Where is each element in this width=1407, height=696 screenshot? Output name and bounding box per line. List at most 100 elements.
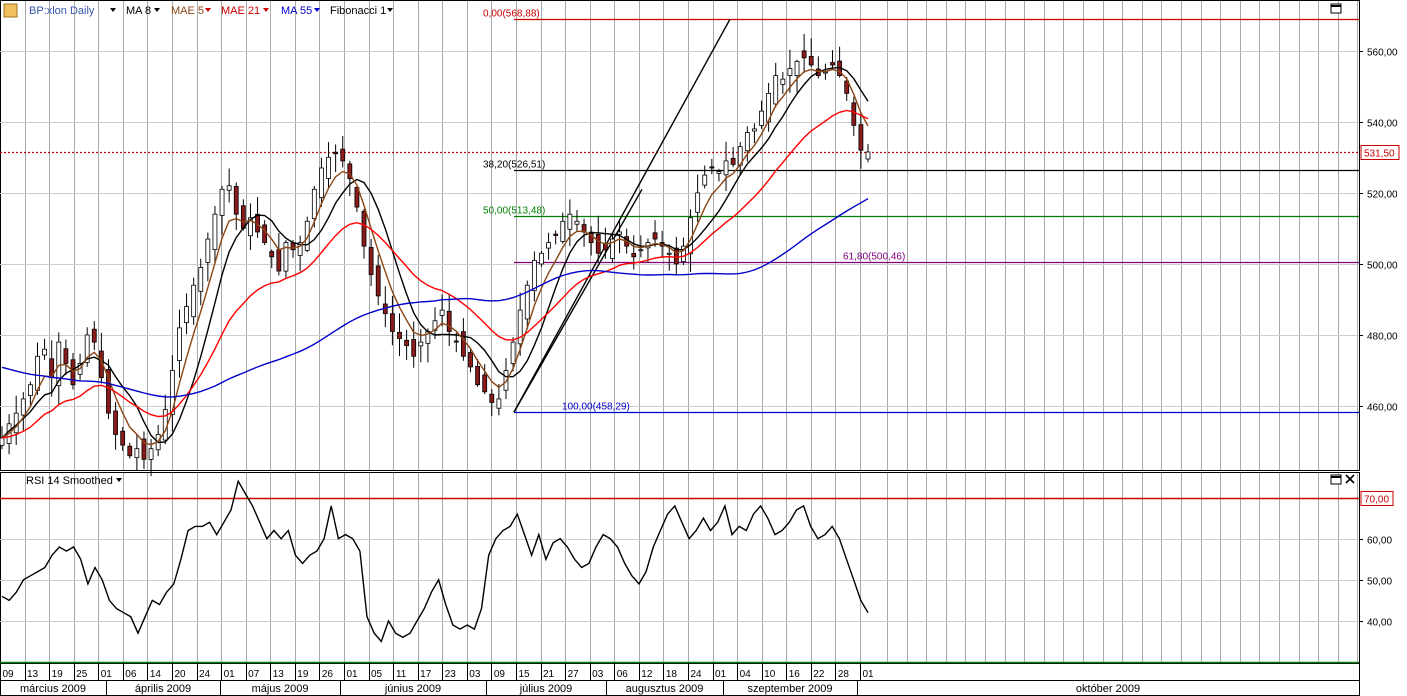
month-label: április 2009 (135, 683, 191, 695)
candle-body (361, 210, 367, 247)
candle-body (20, 398, 26, 416)
fibonacci-trend-line (513, 18, 731, 413)
candle-body (482, 374, 488, 393)
candle-body (418, 341, 424, 347)
month-label: július 2009 (519, 683, 573, 695)
dropdown-arrow-icon[interactable] (205, 8, 211, 12)
day-label: 07 (248, 669, 260, 680)
candle-body (460, 331, 466, 357)
rsi-tick-label: 60,00 (1367, 536, 1392, 547)
candle-body (177, 327, 182, 361)
candle-body (702, 174, 708, 186)
candle-body (446, 310, 452, 332)
price-panel (0, 0, 1360, 471)
price-tick-label: 460,00 (1367, 403, 1398, 414)
day-label: 09 (2, 669, 14, 680)
candle-body (695, 192, 701, 213)
maximize-icon[interactable] (1330, 474, 1342, 485)
day-label: 01 (715, 669, 727, 680)
candle-body (411, 339, 417, 357)
candle-body (468, 352, 473, 368)
candle-body (205, 238, 211, 263)
day-label: 14 (150, 669, 162, 680)
dropdown-arrow-icon[interactable] (387, 8, 393, 12)
fibonacci-level-label: 38,20(526,51) (483, 160, 545, 171)
candle-body (759, 110, 764, 126)
candle-body (716, 171, 722, 174)
day-label: 05 (371, 669, 383, 680)
candle-body (390, 313, 395, 332)
day-label: 24 (690, 669, 702, 680)
candle-body (226, 185, 232, 191)
candle-body (553, 233, 559, 236)
chart-menu-icon[interactable] (3, 3, 18, 18)
candle-body (489, 393, 495, 403)
day-label: 19 (297, 669, 309, 680)
dropdown-arrow-icon[interactable] (314, 8, 320, 12)
fibonacci-level-label: 100,00(458,29) (562, 402, 630, 413)
candle-body (574, 220, 580, 225)
candle-body (397, 331, 402, 339)
candle-body (794, 61, 800, 77)
candle-body (517, 309, 523, 345)
rsi-level-70-label: 70,00 (1364, 495, 1389, 506)
dropdown-arrow-icon[interactable] (263, 8, 269, 12)
dropdown-arrow-icon[interactable] (116, 478, 122, 482)
mae5-label[interactable]: MAE 5 (171, 5, 204, 17)
candle-body (333, 151, 339, 155)
fibonacci-level-label: 50,00(513,48) (483, 206, 545, 217)
trend-support-line (513, 188, 643, 413)
day-label: 17 (420, 669, 432, 680)
price-tick-label: 480,00 (1367, 332, 1398, 343)
fibonacci-level-label: 0,00(568,88) (483, 9, 540, 20)
dropdown-arrow-icon[interactable] (110, 8, 116, 12)
candle-body (219, 188, 225, 216)
day-label: 16 (789, 669, 801, 680)
month-label: október 2009 (1076, 683, 1140, 695)
candle-body (681, 245, 686, 262)
candle-body (851, 102, 857, 126)
day-label: 01 (862, 669, 874, 680)
candle-body (84, 334, 90, 363)
symbol-label[interactable]: BP:xlon Daily (29, 5, 95, 17)
rsi-label[interactable]: RSI 14 Smoothed (26, 475, 113, 487)
candle-body (233, 186, 239, 215)
ma8-label[interactable]: MA 8 (126, 5, 151, 17)
candle-body (311, 188, 317, 220)
candle-body (120, 430, 126, 446)
last-price-label: 531,50 (1364, 149, 1395, 160)
day-label: 06 (125, 669, 137, 680)
mae21-label[interactable]: MAE 21 (221, 5, 260, 17)
dropdown-arrow-icon[interactable] (154, 8, 160, 12)
candle-body (510, 341, 516, 364)
day-label: 24 (199, 669, 211, 680)
candle-body (808, 55, 814, 66)
candle-body (595, 233, 601, 254)
candle-body (666, 252, 672, 255)
candle-body (198, 267, 204, 292)
candle-body (617, 231, 622, 235)
candle-body (375, 265, 381, 297)
fibonacci-label[interactable]: Fibonacci 1 (330, 5, 386, 17)
rsi-tick-label: 40,00 (1367, 618, 1392, 629)
day-label: 26 (322, 669, 334, 680)
candle-body (404, 339, 410, 347)
month-label: szeptember 2009 (748, 683, 833, 695)
candle-body (496, 398, 502, 409)
candle-body (539, 252, 544, 265)
maximize-icon[interactable] (1330, 3, 1342, 14)
mae5-line (1, 68, 869, 446)
candle-body (240, 205, 246, 229)
price-tick-label: 520,00 (1367, 190, 1398, 201)
day-label: 01 (224, 669, 236, 680)
candle-body (865, 151, 871, 160)
candle-body (91, 328, 97, 343)
close-icon[interactable] (1345, 474, 1355, 484)
candle-body (191, 284, 197, 318)
ma55-label[interactable]: MA 55 (281, 5, 312, 17)
fibonacci-levels: 0,00(568,88) 38,20(526,51) 50,00(513,48) 61… (0, 9, 1359, 414)
candle-body (453, 340, 459, 343)
time-axis (0, 663, 1360, 696)
day-label: 01 (101, 669, 113, 680)
